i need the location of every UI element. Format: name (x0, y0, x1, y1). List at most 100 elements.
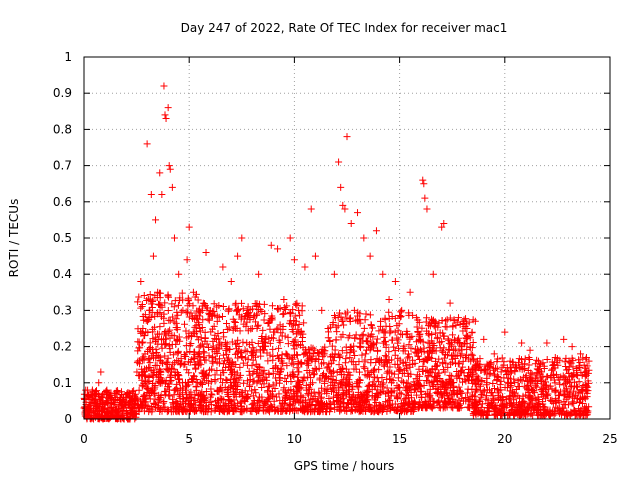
data-point (338, 316, 346, 324)
data-point (443, 323, 451, 331)
data-point (493, 365, 501, 373)
data-point (438, 338, 446, 346)
data-point (480, 335, 488, 343)
data-point (166, 326, 174, 334)
data-point (273, 393, 281, 401)
data-point (377, 388, 385, 396)
data-point (166, 317, 174, 325)
data-point (511, 378, 519, 386)
data-point (258, 343, 266, 351)
data-point (175, 408, 183, 416)
data-point (244, 327, 252, 335)
data-point (126, 389, 134, 397)
data-point (352, 399, 360, 407)
data-point (425, 379, 433, 387)
data-point (360, 363, 368, 371)
data-point (564, 401, 572, 409)
data-point (570, 406, 578, 414)
x-tick-label: 20 (497, 432, 512, 446)
data-point (264, 320, 272, 328)
data-point (300, 319, 308, 327)
data-point (368, 324, 376, 332)
data-point (563, 377, 571, 385)
data-point (88, 414, 96, 422)
data-point (382, 358, 390, 366)
data-point (206, 306, 214, 314)
data-point (146, 359, 154, 367)
data-point (454, 360, 462, 368)
data-point (198, 405, 206, 413)
data-point (127, 408, 135, 416)
data-point (102, 388, 110, 396)
data-point (278, 332, 286, 340)
data-point (391, 277, 399, 285)
data-point (503, 371, 511, 379)
data-point (192, 328, 200, 336)
data-point (458, 389, 466, 397)
data-point (450, 400, 458, 408)
data-point (327, 369, 335, 377)
data-point (494, 385, 502, 393)
data-point (514, 382, 522, 390)
data-point (197, 390, 205, 398)
data-point (440, 220, 448, 228)
data-point (301, 263, 309, 271)
data-point (292, 300, 300, 308)
y-tick-label: 0 (64, 412, 72, 426)
data-point (277, 366, 285, 374)
data-point (522, 410, 530, 418)
data-point (348, 405, 356, 413)
data-point (446, 299, 454, 307)
data-point (229, 408, 237, 415)
data-point (582, 387, 590, 395)
data-point (217, 375, 225, 383)
data-point (490, 370, 498, 378)
data-point (474, 410, 482, 418)
data-point (419, 404, 427, 412)
data-point (423, 402, 431, 410)
data-point (567, 383, 575, 391)
data-point (293, 364, 301, 372)
data-point (569, 363, 577, 371)
data-point (144, 317, 152, 325)
data-point (306, 385, 314, 393)
data-point (473, 386, 481, 394)
data-point (478, 376, 486, 384)
data-point (174, 387, 182, 395)
data-point (581, 368, 589, 376)
data-point (198, 378, 206, 386)
data-point (255, 270, 263, 278)
data-point (151, 312, 159, 320)
data-point (327, 353, 335, 361)
data-point (529, 387, 537, 395)
data-point (568, 382, 576, 390)
data-point (201, 334, 209, 342)
data-point (555, 376, 563, 384)
data-point (147, 191, 155, 199)
data-point (269, 345, 277, 353)
data-point (538, 388, 546, 396)
data-point (228, 362, 236, 370)
data-point (382, 341, 390, 349)
data-point (486, 369, 494, 377)
data-point (230, 323, 238, 331)
data-point (223, 319, 231, 327)
data-point (236, 399, 244, 407)
data-point (400, 366, 408, 374)
data-point (146, 395, 154, 403)
data-point (413, 349, 421, 357)
data-point (198, 391, 206, 399)
data-point (160, 336, 168, 344)
data-point (489, 396, 497, 404)
data-point (133, 368, 141, 376)
data-point (140, 365, 148, 373)
data-point (245, 367, 253, 375)
data-point (158, 303, 166, 311)
data-point (244, 303, 252, 311)
data-point (491, 404, 499, 412)
data-point (326, 368, 334, 376)
data-point (259, 403, 267, 411)
data-point (513, 399, 521, 407)
data-point (156, 368, 164, 376)
data-point (190, 375, 198, 383)
